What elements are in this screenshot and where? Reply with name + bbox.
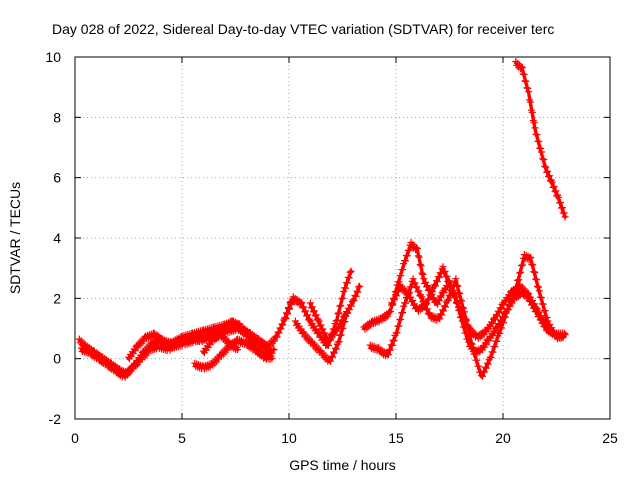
x-tick-label: 20 [495,430,511,446]
y-tick-label: 0 [53,351,61,367]
y-tick-label: 10 [45,49,61,65]
data-series [75,58,569,381]
series-plus-markers [199,329,242,357]
series-plus-markers [388,263,567,342]
series-track-h [306,282,364,345]
x-tick-label: 5 [178,430,186,446]
series-track-e [199,329,242,357]
x-tick-label: 15 [388,430,404,446]
series-track-g [291,309,351,365]
series-track-l [512,58,569,221]
y-tick-label: 2 [53,290,61,306]
y-tick-label: 8 [53,109,61,125]
series-plus-markers [512,58,569,221]
y-tick-label: 6 [53,170,61,186]
series-track-k [388,263,567,342]
axis-ticks: 0 5 10 15 20 25 -2 0 2 4 6 8 10 [45,49,618,446]
x-axis-label: GPS time / hours [289,457,396,473]
series-plus-markers [306,282,364,345]
series-plus-markers [366,251,569,380]
x-tick-label: 10 [281,430,297,446]
chart-title: Day 028 of 2022, Sidereal Day-to-day VTE… [52,21,554,37]
x-tick-label: 0 [71,430,79,446]
series-plus-markers [291,309,351,365]
y-tick-label: 4 [53,230,61,246]
grid-lines [75,57,610,419]
y-tick-label: -2 [49,411,62,427]
series-track-f [281,267,355,349]
y-axis-label: SDTVAR / TECUs [7,182,23,294]
x-tick-label: 25 [602,430,618,446]
